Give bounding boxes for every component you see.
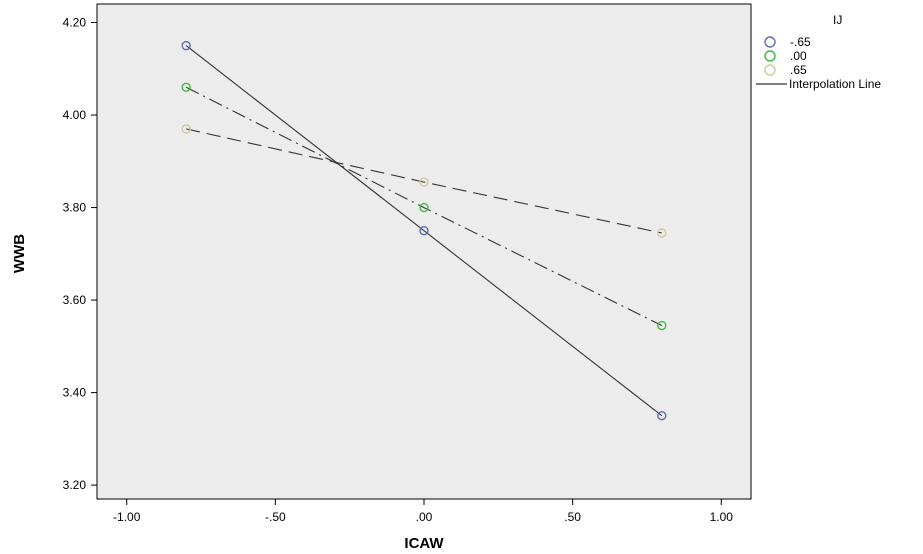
series-line-1 <box>185 86 663 326</box>
data-point <box>657 228 667 238</box>
data-point <box>181 82 191 92</box>
x-tick-label: .50 <box>564 510 581 524</box>
series-lines <box>185 45 663 417</box>
y-tick-label: 4.20 <box>63 16 87 30</box>
series-markers <box>181 40 667 421</box>
legend-title: IJ <box>833 13 842 27</box>
data-point <box>657 320 667 331</box>
data-point <box>419 202 429 213</box>
series-line-2 <box>186 128 662 234</box>
y-tick-label: 3.20 <box>63 478 87 492</box>
y-axis: 3.20 3.40 3.60 3.80 4.00 4.20 <box>63 16 97 492</box>
x-axis: -1.00 -.50 .00 .50 1.00 <box>113 499 733 524</box>
plot-area <box>96 3 752 500</box>
x-tick-label: -.50 <box>265 510 286 524</box>
data-point <box>181 40 191 51</box>
x-tick-label: -1.00 <box>113 510 141 524</box>
data-point <box>657 411 667 421</box>
legend-marker <box>764 50 776 62</box>
y-tick-label: 4.00 <box>63 108 87 122</box>
x-axis-title: ICAW <box>404 535 444 552</box>
x-tick-label: 1.00 <box>710 510 734 524</box>
legend-label: -.65 <box>790 35 811 49</box>
y-axis-title: WWB <box>11 234 28 273</box>
x-tick-label: .00 <box>416 510 433 524</box>
legend-label: .00 <box>790 49 807 63</box>
data-point <box>181 124 191 134</box>
legend-interpolation-label: Interpolation Line <box>789 77 881 91</box>
data-point <box>419 225 429 236</box>
y-tick-label: 3.40 <box>63 386 87 400</box>
legend-marker <box>764 64 776 76</box>
y-tick-label: 3.60 <box>63 293 87 307</box>
series-line-0 <box>185 45 663 417</box>
legend-marker <box>764 36 776 48</box>
y-tick-label: 3.80 <box>63 201 87 215</box>
legend-label: .65 <box>790 63 807 77</box>
data-point <box>419 177 429 187</box>
